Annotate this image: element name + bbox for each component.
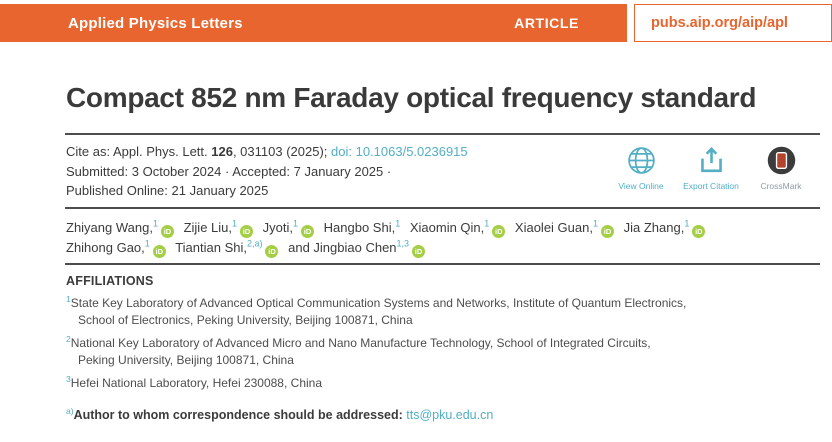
author-affiliation-sup: 1 (293, 218, 299, 229)
affiliation-number: 3 (66, 374, 71, 385)
author-name: Jia Zhang, (623, 219, 685, 235)
author-name: Zhiyang Wang, (66, 219, 153, 235)
volume-number: 126 (211, 144, 233, 160)
author-affiliation-sup: 1 (592, 218, 598, 229)
affiliation-text: School of Electronics, Peking University… (78, 312, 413, 327)
globe-icon (625, 144, 658, 177)
journal-url-link[interactable]: pubs.aip.org/aip/apl (634, 4, 832, 42)
correspondence-footnote: a)Author to whom correspondence should b… (66, 405, 832, 423)
paper-title: Compact 852 nm Faraday optical frequency… (66, 82, 757, 113)
author-affiliation-sup: 2,a) (246, 239, 263, 250)
affiliation-number: 1 (66, 294, 71, 305)
orcid-icon[interactable]: iD (412, 245, 426, 259)
author-list: Zhiyang Wang,1iD Zijie Liu,1iD Jyoti,1iD… (66, 218, 786, 260)
cite-as-line: Cite as: Appl. Phys. Lett. 126, 031103 (… (66, 142, 608, 162)
author-affiliation-sup: 1 (152, 218, 158, 229)
divider (65, 206, 820, 209)
orcid-icon[interactable]: iD (492, 224, 506, 238)
footnote-marker: a) (66, 405, 74, 416)
author-name: Hangbo Shi, (323, 219, 396, 235)
journal-name: Applied Physics Letters (68, 14, 243, 32)
masthead-bar: Applied Physics Letters ARTICLE (0, 4, 627, 42)
author: and Jingbiao Chen1,3iD (288, 239, 426, 259)
cite-suffix: , 031103 (2025); (232, 144, 332, 160)
author: Hangbo Shi,1 (323, 218, 401, 235)
affiliations-section: AFFILIATIONS 1State Key Laboratory of Ad… (66, 274, 806, 392)
author-name: Xiaomin Qin, (409, 219, 485, 235)
cite-prefix: Cite as: Appl. Phys. Lett. (66, 144, 212, 160)
action-buttons: View Online Export Citation (608, 142, 820, 201)
crossmark-icon (765, 144, 798, 177)
author: Zijie Liu,1iD (183, 218, 254, 238)
author-name: Zijie Liu, (183, 219, 233, 235)
published-line: Published Online: 21 January 2025 (66, 183, 269, 199)
affiliation-number: 2 (66, 334, 71, 345)
author-name: Jyoti, (262, 219, 293, 235)
author-name: Zhihong Gao, (66, 240, 145, 256)
affiliation-text: Hefei National Laboratory, Hefei 230088,… (70, 376, 323, 391)
author: Jia Zhang,1iD (623, 218, 706, 238)
view-online-label: View Online (618, 181, 664, 192)
author-affiliation-sup: 1,3 (396, 239, 410, 250)
export-citation-label: Export Citation (683, 181, 739, 192)
orcid-icon[interactable]: iD (301, 224, 315, 238)
author-affiliation-sup: 1 (484, 218, 490, 229)
view-online-button[interactable]: View Online (608, 144, 674, 201)
author: Jyoti,1iD (262, 218, 315, 238)
author-affiliation-sup: 1 (395, 218, 401, 229)
author: Zhiyang Wang,1iD (66, 218, 174, 238)
affiliation-item: 3Hefei National Laboratory, Hefei 230088… (66, 375, 806, 392)
author-name: and Jingbiao Chen (288, 240, 397, 256)
orcid-icon[interactable]: iD (152, 245, 166, 259)
affiliations-heading: AFFILIATIONS (66, 274, 154, 289)
dates-line: Submitted: 3 October 2024 · Accepted: 7 … (66, 163, 392, 179)
author-affiliation-sup: 1 (232, 218, 238, 229)
affiliation-item: 1State Key Laboratory of Advanced Optica… (66, 295, 806, 328)
correspondence-email-link[interactable]: tts@pku.edu.cn (406, 408, 494, 423)
author: Xiaolei Guan,1iD (514, 218, 614, 238)
orcid-icon[interactable]: iD (240, 224, 254, 238)
author-affiliation-sup: 1 (684, 218, 690, 229)
crossmark-button[interactable]: CrossMark (748, 144, 814, 201)
divider (65, 133, 820, 136)
citation-section: Cite as: Appl. Phys. Lett. 126, 031103 (… (66, 142, 820, 201)
author-name: Xiaolei Guan, (514, 219, 593, 235)
doi-link[interactable]: doi: 10.1063/5.0236915 (331, 144, 468, 160)
orcid-icon[interactable]: iD (600, 224, 614, 238)
affiliation-text: Peking University, Beijing 100871, China (78, 352, 294, 367)
affiliation-text: State Key Laboratory of Advanced Optical… (70, 296, 687, 311)
author-name: Tiantian Shi, (175, 240, 247, 256)
paper-page: Applied Physics Letters ARTICLE pubs.aip… (0, 4, 832, 442)
crossmark-label: CrossMark (760, 181, 802, 192)
orcid-icon[interactable]: iD (160, 224, 174, 238)
author: Xiaomin Qin,1iD (409, 218, 506, 238)
affiliation-item: 2National Key Laboratory of Advanced Mic… (66, 335, 806, 368)
citation-block: Cite as: Appl. Phys. Lett. 126, 031103 (… (66, 142, 608, 201)
author: Tiantian Shi,2,a)iD (175, 239, 279, 259)
export-citation-button[interactable]: Export Citation (678, 144, 744, 201)
article-type-label: ARTICLE (514, 15, 579, 31)
author-affiliation-sup: 1 (144, 239, 150, 250)
export-icon (696, 144, 727, 177)
author: Zhihong Gao,1iD (66, 239, 166, 259)
affiliation-text: National Key Laboratory of Advanced Micr… (70, 336, 651, 351)
orcid-icon[interactable]: iD (692, 224, 706, 238)
divider (65, 263, 820, 266)
masthead: Applied Physics Letters ARTICLE pubs.aip… (0, 4, 832, 42)
orcid-icon[interactable]: iD (265, 245, 279, 259)
footnote-label: Author to whom correspondence should be … (73, 408, 403, 423)
